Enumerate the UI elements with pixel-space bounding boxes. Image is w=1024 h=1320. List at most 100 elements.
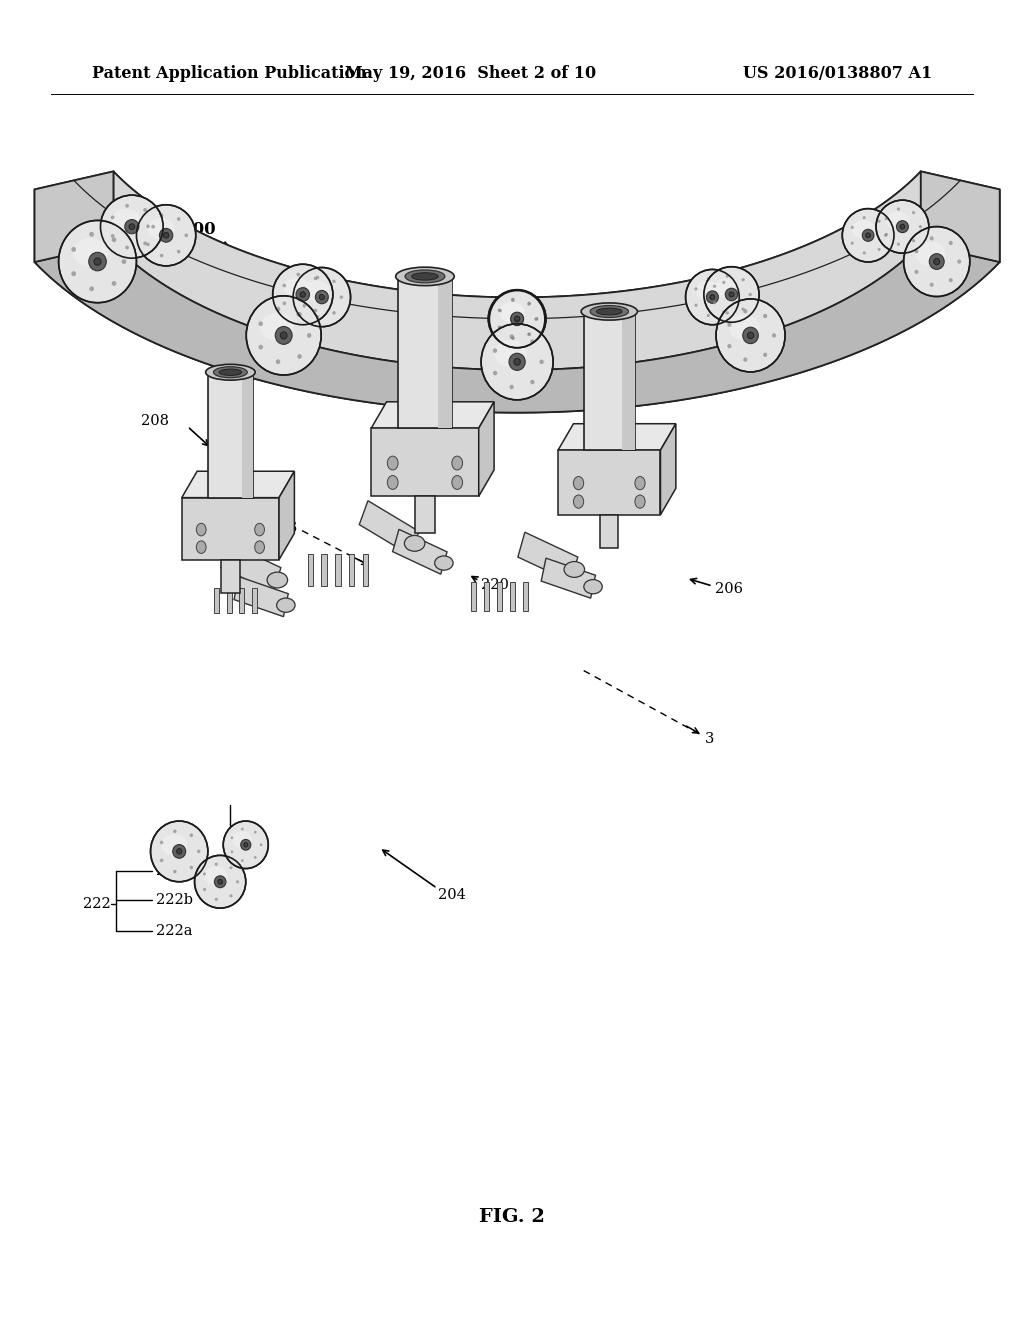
Ellipse shape: [481, 323, 553, 400]
Polygon shape: [35, 244, 999, 413]
Ellipse shape: [313, 309, 317, 313]
Ellipse shape: [934, 259, 940, 265]
Ellipse shape: [499, 309, 502, 313]
Bar: [226, 587, 231, 612]
Ellipse shape: [315, 315, 319, 318]
Ellipse shape: [246, 296, 322, 375]
Ellipse shape: [763, 314, 767, 318]
Polygon shape: [921, 172, 999, 263]
Ellipse shape: [112, 209, 140, 231]
Ellipse shape: [878, 248, 881, 251]
Ellipse shape: [530, 380, 535, 384]
Ellipse shape: [912, 239, 915, 243]
Polygon shape: [359, 500, 419, 556]
Ellipse shape: [772, 333, 776, 338]
Ellipse shape: [729, 296, 732, 298]
Bar: [322, 554, 327, 586]
Circle shape: [387, 457, 398, 470]
Ellipse shape: [231, 832, 252, 847]
Bar: [240, 587, 245, 612]
Ellipse shape: [94, 257, 101, 265]
Ellipse shape: [707, 314, 710, 317]
Ellipse shape: [694, 288, 697, 290]
Text: 222c: 222c: [156, 865, 191, 878]
Ellipse shape: [173, 845, 185, 858]
Ellipse shape: [304, 280, 330, 301]
Ellipse shape: [275, 306, 281, 312]
Ellipse shape: [919, 226, 922, 228]
Circle shape: [197, 523, 206, 536]
Ellipse shape: [173, 870, 176, 874]
Ellipse shape: [112, 238, 117, 242]
Ellipse shape: [896, 220, 908, 232]
Ellipse shape: [146, 243, 150, 246]
Bar: [523, 582, 528, 611]
Text: 3: 3: [288, 521, 297, 535]
Text: 222: 222: [83, 898, 111, 911]
Ellipse shape: [203, 873, 206, 875]
Ellipse shape: [254, 830, 257, 834]
Polygon shape: [279, 471, 295, 560]
Polygon shape: [518, 532, 578, 582]
Ellipse shape: [514, 315, 520, 321]
Ellipse shape: [284, 277, 311, 298]
Ellipse shape: [511, 313, 523, 325]
Bar: [252, 587, 257, 612]
Ellipse shape: [495, 341, 526, 367]
Ellipse shape: [511, 337, 515, 339]
Ellipse shape: [215, 863, 218, 866]
Ellipse shape: [296, 273, 300, 276]
Bar: [362, 554, 369, 586]
Ellipse shape: [281, 331, 287, 339]
Ellipse shape: [229, 894, 232, 898]
Ellipse shape: [878, 219, 881, 223]
Bar: [498, 582, 502, 611]
Ellipse shape: [514, 359, 520, 366]
Ellipse shape: [89, 232, 94, 236]
Ellipse shape: [929, 253, 944, 269]
Ellipse shape: [527, 302, 530, 306]
Ellipse shape: [488, 289, 546, 347]
Ellipse shape: [912, 211, 915, 214]
Circle shape: [197, 541, 206, 553]
Ellipse shape: [160, 228, 173, 242]
Polygon shape: [234, 577, 288, 616]
Ellipse shape: [493, 348, 498, 352]
Ellipse shape: [710, 294, 715, 300]
Ellipse shape: [111, 215, 115, 219]
Ellipse shape: [215, 898, 218, 900]
Ellipse shape: [73, 238, 108, 267]
Text: 222a: 222a: [156, 924, 193, 937]
Ellipse shape: [914, 269, 919, 275]
Polygon shape: [438, 276, 452, 428]
Ellipse shape: [230, 850, 233, 853]
Ellipse shape: [707, 290, 719, 304]
Ellipse shape: [197, 850, 201, 853]
Ellipse shape: [143, 242, 147, 246]
Ellipse shape: [283, 301, 286, 305]
Ellipse shape: [722, 310, 725, 313]
Text: FIG. 2: FIG. 2: [479, 1208, 545, 1226]
Ellipse shape: [177, 249, 180, 253]
Ellipse shape: [852, 220, 876, 239]
Bar: [349, 554, 354, 586]
Ellipse shape: [322, 293, 325, 296]
Ellipse shape: [189, 866, 194, 870]
Ellipse shape: [404, 536, 425, 552]
Ellipse shape: [315, 276, 319, 280]
Ellipse shape: [283, 284, 286, 288]
Ellipse shape: [748, 333, 754, 339]
Ellipse shape: [307, 333, 311, 338]
Polygon shape: [622, 312, 635, 450]
Ellipse shape: [313, 277, 317, 280]
Ellipse shape: [195, 855, 246, 908]
Ellipse shape: [302, 286, 306, 290]
Ellipse shape: [340, 296, 343, 298]
Ellipse shape: [713, 301, 716, 305]
Ellipse shape: [293, 268, 350, 326]
Ellipse shape: [184, 234, 188, 238]
Ellipse shape: [499, 326, 502, 329]
Ellipse shape: [511, 313, 523, 326]
Polygon shape: [182, 471, 295, 498]
Circle shape: [452, 457, 463, 470]
